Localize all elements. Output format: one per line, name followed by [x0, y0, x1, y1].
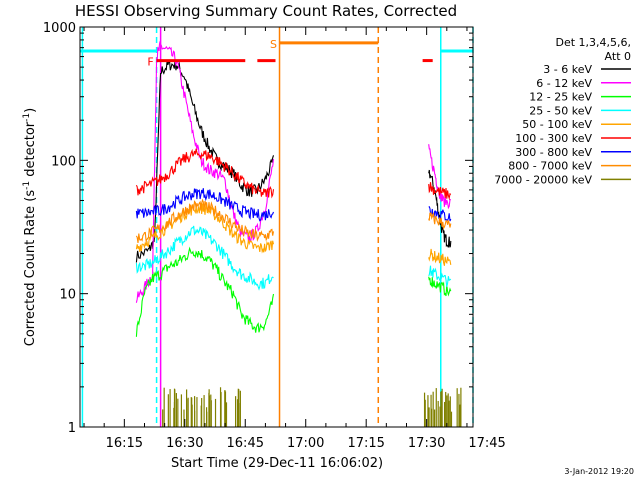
flag-bars: FS: [80, 38, 473, 69]
legend-entry-label: 50 - 100 keV: [522, 118, 592, 131]
footer-date: 3-Jan-2012 19:20: [564, 467, 634, 476]
series-line: [135, 148, 275, 199]
y-axis-label-main: Corrected Count Rate (s: [23, 190, 38, 347]
series-line: [135, 188, 275, 222]
y-axis-label-sup2: -1: [22, 113, 32, 122]
series-line: [135, 198, 275, 243]
series-line: [135, 225, 274, 291]
legend-entry-label: 12 - 25 keV: [529, 91, 592, 104]
y-tick-label: 1000: [43, 21, 76, 36]
y-axis-label-end: ): [23, 108, 38, 113]
x-tick-label: 16:30: [166, 436, 203, 451]
series-line: [428, 265, 452, 287]
plot-frame: [79, 26, 474, 428]
x-tick-label: 17:30: [408, 436, 445, 451]
x-tick-label: 17:00: [287, 436, 324, 451]
series-line: [428, 248, 452, 266]
series-layer: [135, 40, 462, 427]
legend-entry-label: 300 - 800 keV: [515, 146, 592, 159]
y-tick-label: 10: [59, 288, 76, 303]
series-line: [135, 59, 275, 263]
legend-entry-label: 6 - 12 keV: [536, 77, 592, 90]
series-line: [135, 202, 275, 254]
flag-bar-label: F: [147, 56, 153, 69]
legend-entry-label: 7000 - 20000 keV: [494, 173, 592, 186]
legend-entry-label: 800 - 7000 keV: [508, 160, 592, 173]
y-axis-label-mid: detector: [23, 121, 38, 181]
series-line: [428, 144, 451, 210]
legend-entry-label: 25 - 50 keV: [529, 104, 592, 117]
x-tick-label: 16:45: [227, 436, 264, 451]
x-tick-label: 17:45: [468, 436, 505, 451]
legend-header-line-2: Att 0: [605, 50, 631, 63]
interval-lines: [81, 27, 474, 427]
legend-entry-label: 3 - 6 keV: [543, 63, 592, 76]
y-tick-label: 1: [68, 421, 76, 436]
series-line: [428, 169, 452, 249]
x-tick-label: 16:15: [106, 436, 143, 451]
y-tick-label: 100: [51, 154, 76, 169]
legend-header-line-1: Det 1,3,4,5,6,: [555, 36, 631, 49]
x-tick-label: 17:15: [347, 436, 384, 451]
tick-layer: 1 10 100 1000 16:15 16:30 16:45 17:00 17:15 17:30…: [43, 21, 506, 451]
series-line: [428, 182, 452, 201]
chart-title: HESSI Observing Summary Count Rates, Cor…: [75, 2, 457, 20]
series-line: [428, 212, 452, 230]
flag-bar-label: S: [270, 38, 277, 51]
y-axis-label-sup1: -1: [22, 181, 32, 190]
legend-entry-label: 100 - 300 keV: [515, 132, 592, 145]
series-line: [135, 246, 275, 337]
x-axis-label: Start Time (29-Dec-11 16:06:02): [171, 456, 383, 471]
y-axis-label: Corrected Count Rate (s-1 detector-1): [22, 108, 38, 346]
